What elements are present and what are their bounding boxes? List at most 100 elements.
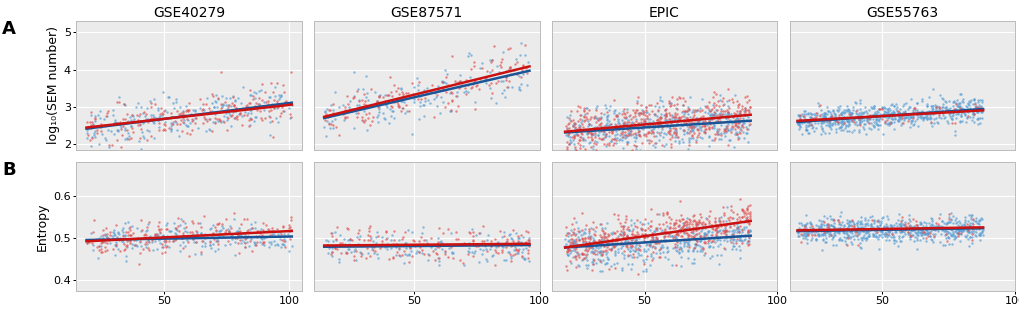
Point: [597, 241, 613, 246]
Point: [186, 251, 203, 256]
Point: [558, 144, 575, 150]
Point: [610, 121, 627, 126]
Point: [727, 246, 743, 251]
Point: [803, 116, 819, 122]
Point: [825, 229, 842, 235]
Point: [824, 235, 841, 240]
Point: [874, 225, 891, 230]
Point: [614, 122, 631, 127]
Point: [621, 227, 637, 233]
Point: [412, 244, 428, 250]
Point: [128, 120, 145, 125]
Point: [624, 120, 640, 125]
Point: [588, 248, 604, 253]
Point: [596, 135, 612, 140]
Point: [881, 108, 898, 113]
Point: [650, 137, 666, 142]
Point: [913, 108, 929, 113]
Point: [624, 108, 640, 113]
Point: [510, 73, 526, 79]
Point: [495, 87, 512, 93]
Point: [635, 127, 651, 132]
Point: [959, 101, 975, 106]
Point: [239, 227, 256, 233]
Point: [598, 121, 614, 126]
Point: [661, 100, 678, 105]
Point: [825, 116, 842, 121]
Point: [357, 98, 373, 103]
Point: [712, 215, 729, 220]
Point: [802, 116, 818, 121]
Point: [660, 111, 677, 116]
Point: [183, 117, 200, 122]
Point: [605, 98, 622, 103]
Point: [725, 243, 741, 248]
Point: [154, 234, 170, 239]
Point: [675, 139, 691, 144]
Point: [675, 121, 691, 126]
Point: [204, 233, 220, 238]
Point: [855, 121, 871, 126]
Point: [520, 239, 536, 244]
Point: [681, 222, 697, 227]
Point: [273, 237, 289, 242]
Point: [668, 231, 685, 236]
Point: [430, 226, 446, 231]
Point: [654, 123, 671, 128]
Point: [854, 111, 870, 116]
Point: [592, 124, 608, 130]
Point: [594, 136, 610, 142]
Point: [943, 241, 959, 247]
Point: [282, 69, 299, 74]
Point: [905, 226, 921, 231]
Point: [932, 108, 949, 113]
Point: [729, 233, 745, 239]
Point: [599, 233, 615, 239]
Point: [621, 236, 637, 241]
Point: [702, 111, 718, 116]
Point: [630, 125, 646, 131]
Point: [141, 221, 157, 227]
Point: [644, 121, 660, 126]
Point: [901, 111, 917, 116]
Point: [571, 126, 587, 131]
Point: [433, 246, 449, 252]
Point: [708, 127, 725, 132]
Point: [369, 99, 385, 104]
Point: [821, 118, 838, 123]
Point: [798, 236, 814, 241]
Point: [415, 241, 431, 247]
Point: [231, 111, 248, 116]
Point: [227, 115, 244, 121]
Point: [735, 224, 751, 229]
Point: [731, 196, 747, 202]
Point: [687, 139, 703, 145]
Point: [636, 246, 652, 252]
Point: [666, 132, 683, 137]
Point: [830, 228, 847, 233]
Point: [905, 238, 921, 243]
Point: [920, 109, 936, 114]
Point: [964, 114, 980, 120]
Point: [856, 216, 872, 221]
Point: [960, 229, 976, 235]
Point: [627, 110, 643, 115]
Point: [685, 126, 701, 132]
Point: [716, 125, 733, 131]
Point: [883, 111, 900, 116]
Point: [851, 231, 867, 236]
Point: [675, 230, 691, 236]
Point: [587, 138, 603, 143]
Point: [157, 119, 173, 124]
Point: [635, 233, 651, 238]
Point: [170, 133, 186, 138]
Point: [559, 253, 576, 258]
Point: [851, 226, 867, 231]
Point: [632, 226, 648, 231]
Point: [568, 149, 584, 154]
Point: [460, 54, 476, 59]
Point: [620, 118, 636, 123]
Point: [908, 233, 924, 238]
Point: [556, 236, 573, 241]
Point: [328, 236, 344, 241]
